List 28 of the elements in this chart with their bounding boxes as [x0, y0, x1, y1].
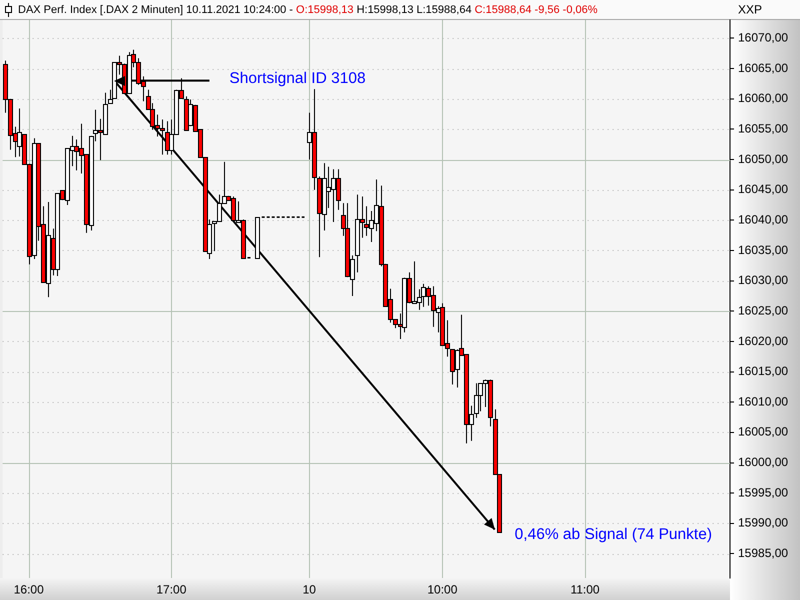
x-tick-label: 11:00 [570, 582, 600, 597]
y-tick-label: 16010,00 [738, 394, 788, 408]
annotation: 0,46% ab Signal (74 Punkte) [514, 526, 712, 543]
y-tick-label: 16055,00 [738, 121, 788, 136]
x-tick-label: 10 [302, 582, 316, 597]
y-tick-label: 16000,00 [738, 455, 788, 470]
y-tick-label: 15990,00 [738, 516, 788, 530]
y-tick-label: 16005,00 [738, 424, 788, 439]
y-tick-label: 16050,00 [738, 152, 788, 166]
x-tick-label: 16:00 [14, 582, 44, 597]
x-tick-label: 17:00 [156, 582, 187, 597]
y-tick-label: 15995,00 [738, 485, 788, 500]
y-tick-label: 16035,00 [738, 242, 788, 257]
y-tick-label: 16045,00 [738, 182, 788, 196]
y-tick-label: 16065,00 [738, 60, 788, 75]
annotation: Shortsignal ID 3108 [229, 70, 366, 87]
y-tick-label: 16015,00 [738, 364, 788, 378]
y-tick-label: 16070,00 [738, 30, 788, 45]
y-tick-label: 16040,00 [738, 212, 788, 226]
y-axis-title: XXP [738, 2, 762, 16]
y-tick-label: 16030,00 [738, 273, 788, 288]
y-tick-label: 15985,00 [738, 546, 788, 560]
x-tick-label: 10:00 [427, 582, 458, 597]
y-tick-label: 16020,00 [738, 334, 788, 348]
chart-title: DAX Perf. Index [.DAX 2 Minuten] 10.11.2021 10:24:00 - [18, 4, 294, 16]
y-tick-label: 16025,00 [738, 303, 788, 318]
chart-subtitle: O:15998,13 H:15998,13 L:15988,64 C:15988,64 -9,56 -0,06% [296, 4, 598, 16]
y-tick-label: 16060,00 [738, 91, 788, 106]
